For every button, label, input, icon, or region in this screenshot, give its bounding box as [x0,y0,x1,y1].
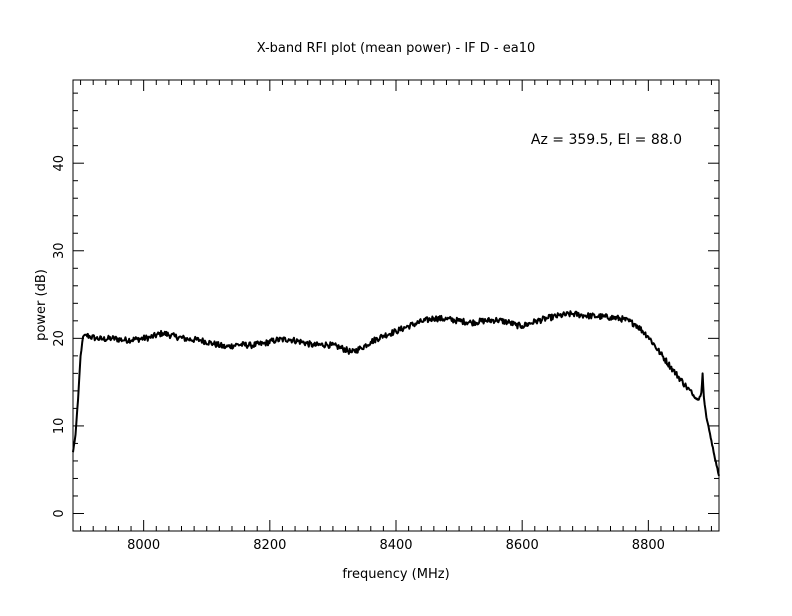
x-tick-label: 8000 [127,538,160,553]
y-axis-label: power (dB) [34,269,49,341]
x-tick-label: 8200 [253,538,286,553]
y-tick-label: 40 [52,155,67,172]
az-el-annotation: Az = 359.5, El = 88.0 [531,132,682,148]
x-tick-label: 8400 [379,538,412,553]
chart-title: X-band RFI plot (mean power) - IF D - ea… [257,41,536,56]
power-spectrum-line [72,310,720,477]
y-tick-label: 30 [52,242,67,259]
axis-ticks [73,80,719,532]
x-tick-label: 8600 [506,538,539,553]
y-tick-label: 0 [52,509,67,517]
y-tick-label: 10 [52,418,67,435]
tick-labels: 8000 8200 8400 8600 8800 0 10 20 30 40 [52,155,665,553]
y-tick-label: 20 [52,330,67,347]
x-tick-label: 8800 [632,538,665,553]
x-axis-label: frequency (MHz) [342,567,449,582]
